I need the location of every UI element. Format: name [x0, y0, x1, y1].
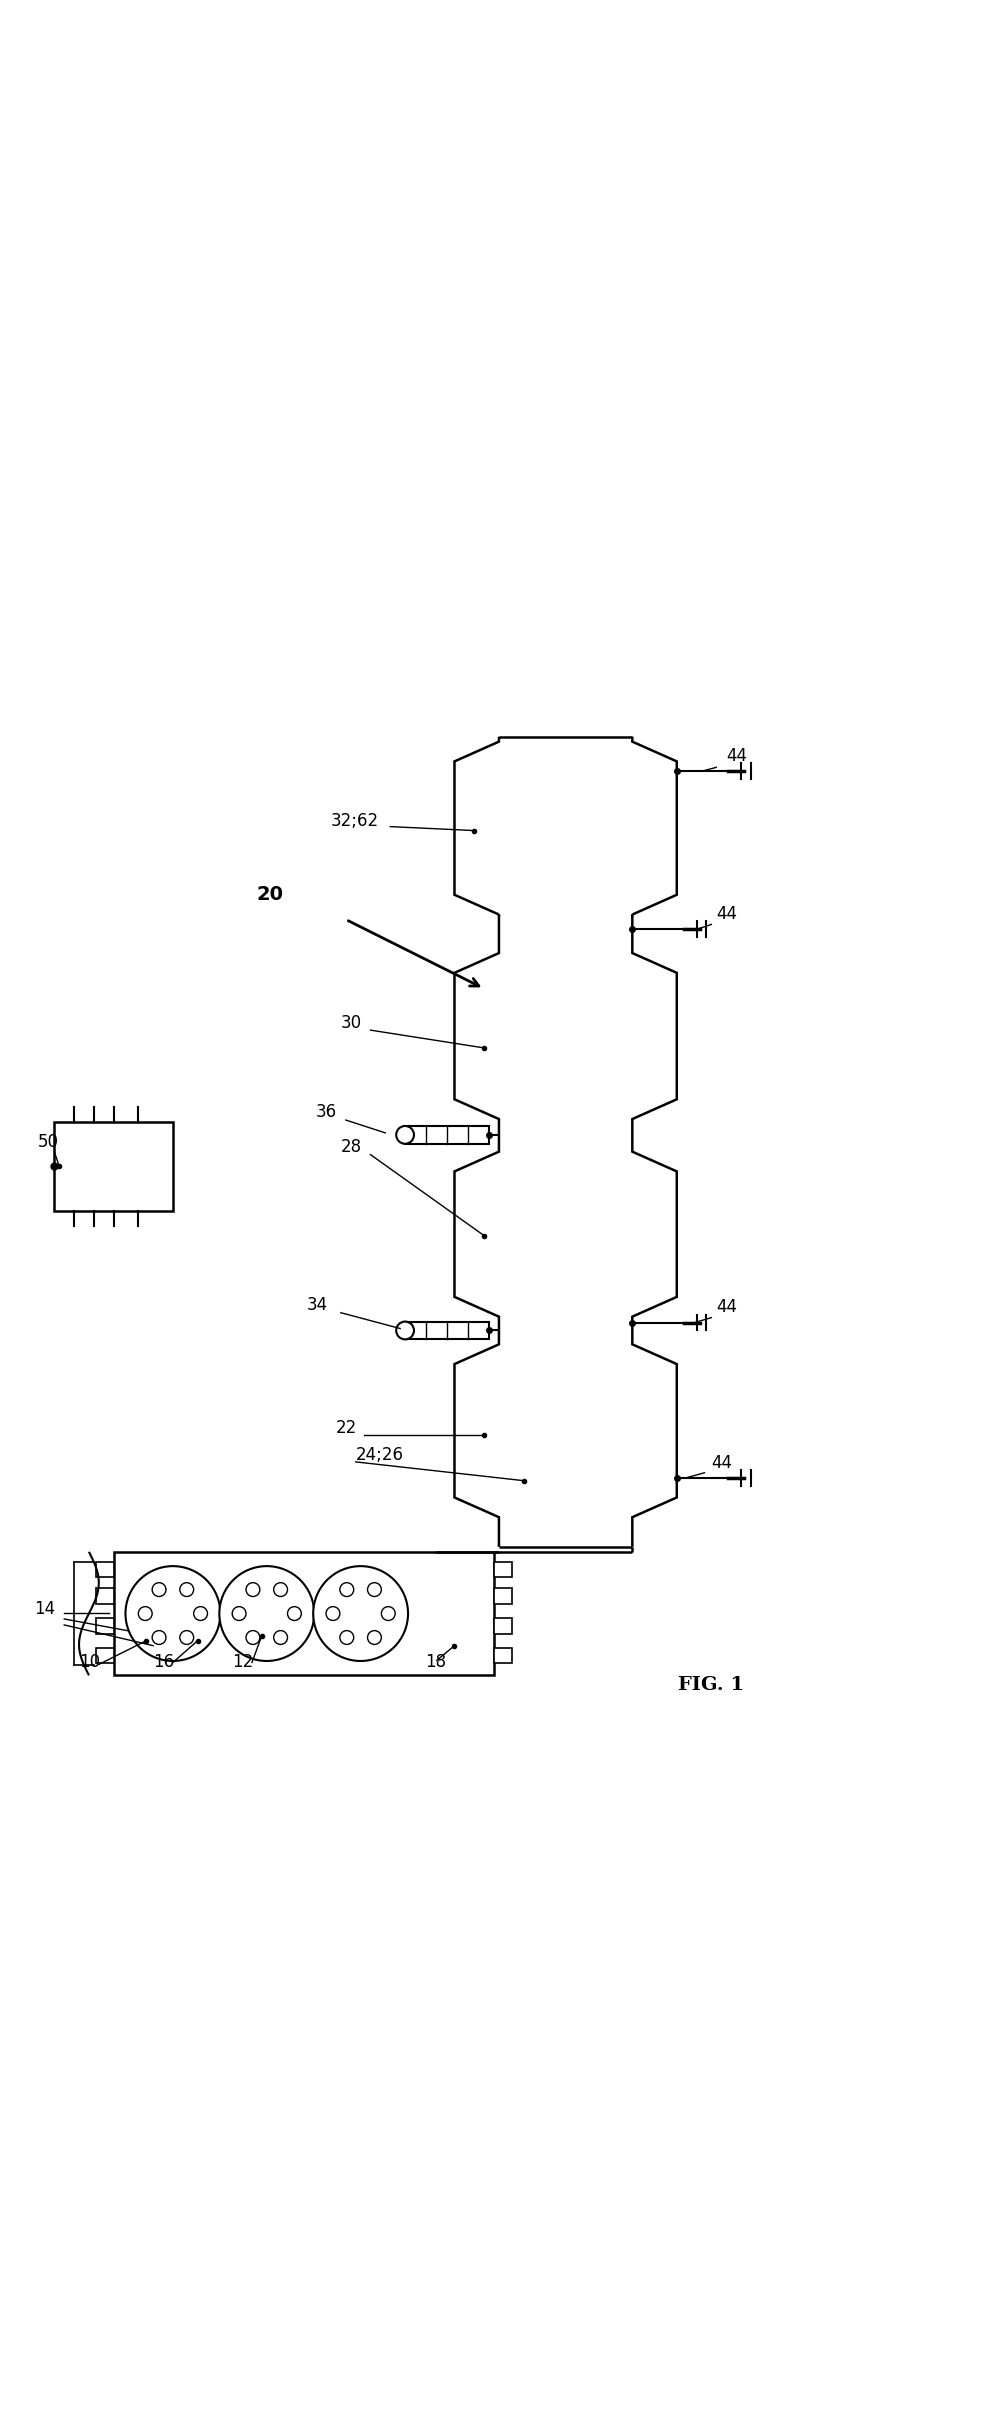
Circle shape — [138, 1606, 152, 1621]
Text: FIG. 1: FIG. 1 — [679, 1676, 744, 1693]
Circle shape — [194, 1606, 207, 1621]
Text: 18: 18 — [425, 1652, 446, 1672]
Text: 28: 28 — [341, 1138, 362, 1155]
Circle shape — [340, 1631, 354, 1645]
Text: 30: 30 — [341, 1013, 362, 1032]
Text: 22: 22 — [336, 1418, 358, 1438]
Text: 14: 14 — [35, 1599, 55, 1618]
Bar — [405, 1126, 489, 1143]
Text: 50: 50 — [38, 1134, 58, 1151]
Circle shape — [246, 1631, 260, 1645]
Circle shape — [180, 1631, 194, 1645]
Bar — [114, 1551, 494, 1676]
Text: 44: 44 — [716, 904, 737, 924]
Text: 32;62: 32;62 — [331, 810, 379, 830]
Circle shape — [232, 1606, 246, 1621]
Bar — [405, 1322, 489, 1339]
Bar — [494, 1647, 512, 1664]
Text: 44: 44 — [716, 1298, 737, 1315]
Text: 34: 34 — [306, 1295, 327, 1315]
Text: 44: 44 — [726, 748, 747, 765]
Circle shape — [274, 1631, 288, 1645]
Bar — [54, 1122, 173, 1211]
Circle shape — [340, 1582, 354, 1597]
Circle shape — [152, 1631, 166, 1645]
Text: 10: 10 — [79, 1652, 100, 1672]
Text: 16: 16 — [153, 1652, 174, 1672]
Circle shape — [180, 1582, 194, 1597]
Circle shape — [152, 1582, 166, 1597]
Circle shape — [368, 1631, 381, 1645]
Bar — [494, 1618, 512, 1633]
Circle shape — [274, 1582, 288, 1597]
Circle shape — [219, 1565, 314, 1662]
Circle shape — [125, 1565, 220, 1662]
Text: 20: 20 — [257, 885, 284, 904]
Circle shape — [368, 1582, 381, 1597]
Bar — [96, 1561, 114, 1577]
Circle shape — [246, 1582, 260, 1597]
Text: 24;26: 24;26 — [356, 1445, 404, 1464]
Circle shape — [396, 1322, 414, 1339]
Circle shape — [396, 1126, 414, 1143]
Circle shape — [381, 1606, 395, 1621]
Circle shape — [313, 1565, 408, 1662]
Bar — [96, 1590, 114, 1604]
Circle shape — [326, 1606, 340, 1621]
Circle shape — [288, 1606, 301, 1621]
Bar — [96, 1647, 114, 1664]
Text: 36: 36 — [316, 1102, 337, 1122]
Bar — [96, 1618, 114, 1633]
Text: 12: 12 — [232, 1652, 254, 1672]
Bar — [494, 1561, 512, 1577]
Bar — [494, 1590, 512, 1604]
Text: 44: 44 — [711, 1454, 732, 1471]
